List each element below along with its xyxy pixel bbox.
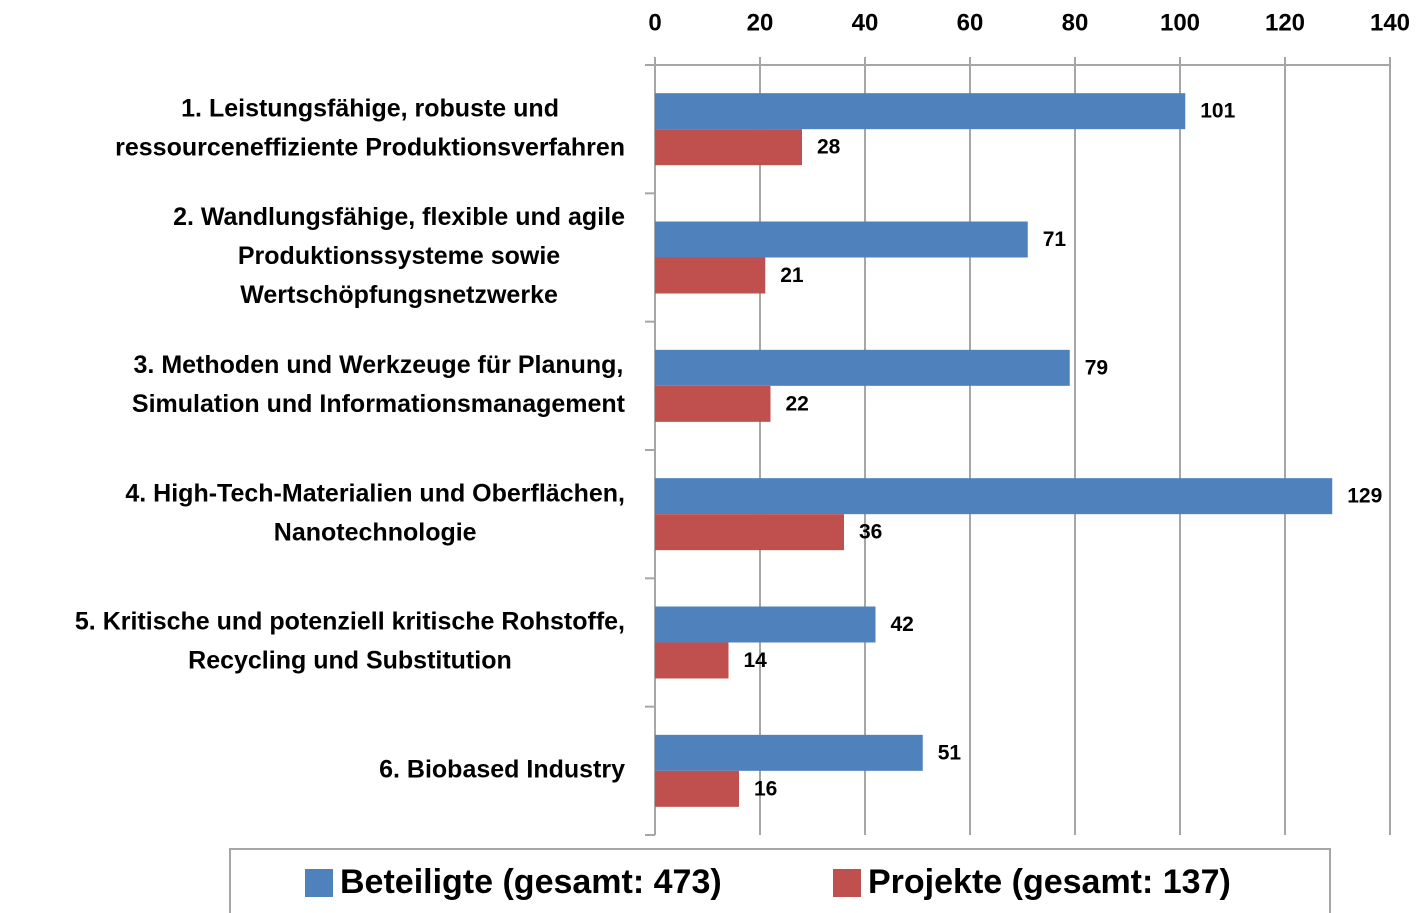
x-tick-label: 0 xyxy=(648,9,661,36)
category-label-line: 6. Biobased Industry xyxy=(379,755,625,783)
x-tick-label: 100 xyxy=(1160,9,1200,36)
value-label: 14 xyxy=(744,649,768,672)
category-label-line: Simulation und Informationsmanagement xyxy=(132,390,626,418)
value-label: 28 xyxy=(817,136,841,159)
x-tick-label: 40 xyxy=(852,9,879,36)
legend-box xyxy=(229,848,1331,913)
legend-label: Beteiligte (gesamt: 473) xyxy=(340,863,722,901)
bar xyxy=(655,221,1028,258)
category-label-line: Wertschöpfungsnetzwerke xyxy=(240,281,558,309)
value-label: 129 xyxy=(1347,485,1382,508)
x-tick-label: 120 xyxy=(1265,9,1305,36)
category-label-line: 5. Kritische und potenziell kritische Ro… xyxy=(75,608,625,636)
bar xyxy=(655,257,766,294)
bar xyxy=(655,385,771,422)
value-label: 21 xyxy=(780,264,804,287)
x-tick-label: 20 xyxy=(747,9,774,36)
bar xyxy=(655,734,923,771)
bar xyxy=(655,478,1333,515)
value-label: 79 xyxy=(1085,356,1108,379)
category-label-line: Produktionssysteme sowie xyxy=(238,242,560,270)
category-label-line: Recycling und Substitution xyxy=(188,647,512,675)
category-label: 4. High-Tech-Materialien und Oberflächen… xyxy=(125,479,625,546)
bar xyxy=(655,514,844,551)
legend-swatch xyxy=(305,869,333,897)
x-tick-label: 140 xyxy=(1370,9,1410,36)
bar xyxy=(655,349,1070,386)
x-tick-label: 60 xyxy=(957,9,984,36)
category-label: 3. Methoden und Werkzeuge für Planung, Si… xyxy=(132,351,626,418)
value-label: 16 xyxy=(754,777,777,800)
category-label-line: 1. Leistungsfähige, robuste und xyxy=(181,94,559,122)
value-label: 101 xyxy=(1200,100,1235,123)
x-tick-label: 80 xyxy=(1062,9,1089,36)
category-label-line: ressourceneffiziente Produktionsverfahre… xyxy=(115,133,625,161)
category-label: 2. Wandlungsfähige, flexible und agile Pr… xyxy=(173,203,625,309)
legend-label: Projekte (gesamt: 137) xyxy=(868,863,1231,901)
value-label: 22 xyxy=(786,392,809,415)
legend-swatch xyxy=(833,869,861,897)
category-label-line: 3. Methoden und Werkzeuge für Planung, xyxy=(134,351,624,379)
category-label: 5. Kritische und potenziell kritische Ro… xyxy=(75,608,625,675)
value-label: 36 xyxy=(859,521,882,544)
category-label-line: 4. High-Tech-Materialien und Oberflächen… xyxy=(125,479,625,507)
value-label: 42 xyxy=(891,613,914,636)
category-label: 6. Biobased Industry xyxy=(379,755,625,783)
bar xyxy=(655,93,1186,130)
category-label-line: Nanotechnologie xyxy=(274,518,477,546)
value-label: 51 xyxy=(938,741,962,764)
category-label-line: 2. Wandlungsfähige, flexible und agile xyxy=(173,203,625,231)
category-label: 1. Leistungsfähige, robuste und ressource… xyxy=(115,94,625,161)
value-label: 71 xyxy=(1043,228,1067,251)
bar xyxy=(655,129,802,166)
bar xyxy=(655,642,729,679)
bar xyxy=(655,606,876,643)
bar xyxy=(655,770,739,807)
